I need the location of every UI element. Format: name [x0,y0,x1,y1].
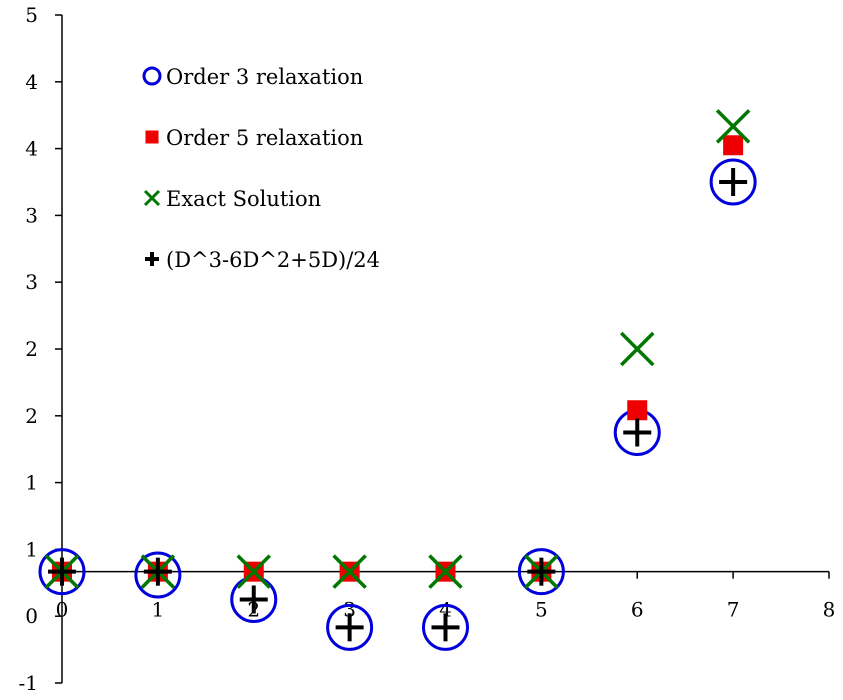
data-marks [38,109,757,651]
x-marker-stroke [332,554,367,589]
circle-marker [422,603,469,651]
data-point [431,613,460,642]
x-tick-label: 3 [343,598,356,622]
data-point [517,548,565,596]
series-4 [48,168,748,642]
data-point [48,557,76,586]
data-point [709,158,757,206]
circle-marker [38,548,86,596]
y-tick-label: -1 [19,671,38,695]
circle-marker [134,551,182,599]
legend-marker [145,252,159,266]
data-point [723,135,744,156]
legend-entry: (D^3-6D^2+5D)/24 [145,248,380,272]
data-point [236,554,271,589]
x-tick-label: 4 [439,598,452,622]
data-point [627,400,648,421]
y-tick-label: 4 [25,137,38,161]
legend-marker [142,66,162,86]
data-point [422,603,469,651]
circle-marker [517,548,565,596]
x-tick-label: 1 [152,598,165,622]
y-tick-label: 2 [25,337,38,361]
legend-marker [145,130,159,144]
x-tick-label: 7 [727,598,740,622]
circle-marker [326,603,374,651]
y-tick-label: 5 [25,3,38,27]
y-tick-label: 4 [25,70,38,94]
legend-entry: Order 3 relaxation [142,65,363,89]
data-point [143,557,172,586]
x-tick-label: 8 [823,598,836,622]
y-tick-label: 1 [25,537,38,561]
legend-entry: Order 5 relaxation [145,126,363,150]
y-tick-label: 3 [25,270,38,294]
x-tick-label: 6 [631,598,644,622]
square-marker [627,400,648,421]
data-point [428,554,463,589]
circle-marker [142,66,162,86]
data-point [335,613,364,642]
data-point [239,585,268,614]
data-point [623,418,652,447]
y-tick-label: 0 [25,604,38,628]
square-marker [723,135,744,156]
x-marker-stroke [428,554,463,589]
legend-marker [143,189,161,207]
data-point [326,603,374,651]
y-tick-label: 1 [25,471,38,495]
data-point [332,554,367,589]
x-tick-label: 5 [535,598,548,622]
y-tick-label: 3 [25,203,38,227]
y-tick-label: 2 [25,404,38,428]
circle-marker [709,158,757,206]
x-marker-stroke [143,189,161,207]
data-point [134,551,182,599]
data-point [38,548,86,596]
legend-label: Exact Solution [166,187,321,211]
x-marker-stroke [236,554,271,589]
legend-label: Order 3 relaxation [166,65,363,89]
x-marker-stroke [620,331,655,367]
series-3 [44,109,751,589]
legend-entry: Exact Solution [143,187,321,211]
data-point [620,331,655,367]
legend-label: (D^3-6D^2+5D)/24 [166,248,380,272]
square-marker [145,130,159,144]
legend: Order 3 relaxation Order 5 relaxation Exac… [142,65,380,272]
data-point [719,168,748,196]
x-tick-label: 0 [56,598,69,622]
legend-label: Order 5 relaxation [166,126,363,150]
x-marker-stroke [715,109,751,144]
data-point [527,557,556,586]
series-1 [38,158,757,651]
data-point [715,109,751,144]
